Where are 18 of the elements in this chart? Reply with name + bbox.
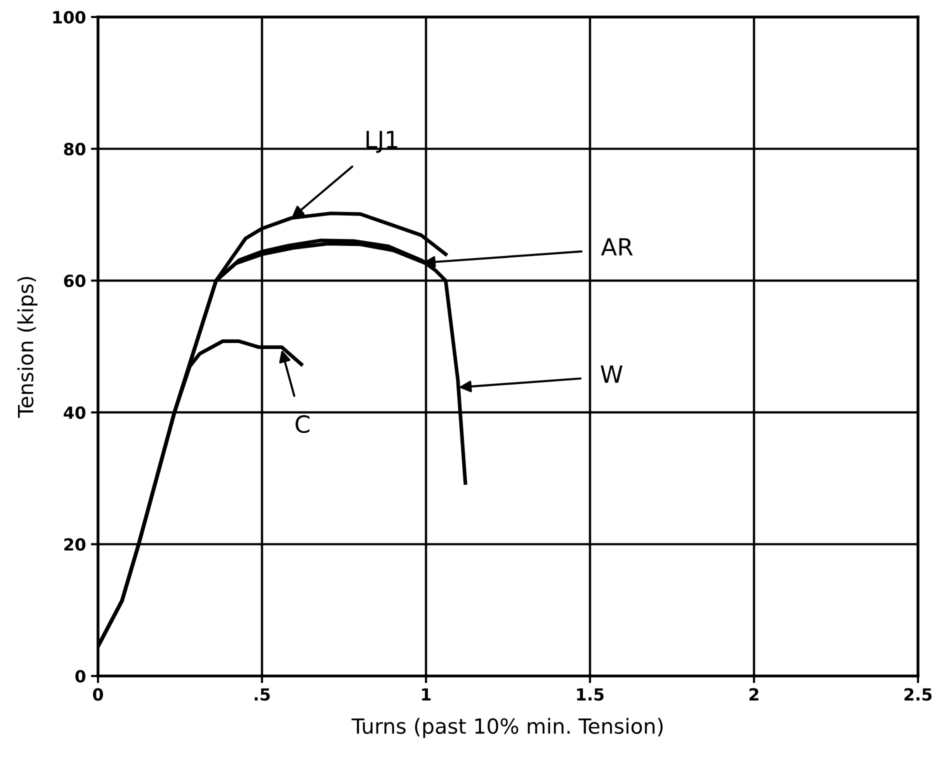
- y-tick-label: 0: [75, 670, 86, 683]
- x-tick-label: 1.5: [577, 688, 604, 701]
- y-tick-label: 80: [64, 142, 86, 156]
- x-tick-label: 1: [422, 688, 431, 700]
- x-tick-label: 0: [93, 688, 103, 701]
- y-axis-title: Tension (kips): [17, 276, 38, 418]
- x-tick-label: .5: [254, 688, 270, 701]
- y-tick-label: 20: [64, 538, 86, 551]
- x-tick-label: 2: [750, 688, 758, 700]
- x-tick-label: 2.5: [904, 688, 932, 701]
- annotation: AR: [601, 238, 633, 256]
- y-tick-label: 100: [53, 10, 86, 24]
- y-tick-label: 60: [64, 274, 86, 288]
- annotation: LJ1: [366, 130, 398, 153]
- annotation: W: [600, 366, 622, 383]
- y-tick-label: 40: [64, 406, 86, 419]
- annotation: C: [296, 415, 310, 434]
- x-axis-title: Turns (past 10% min. Tension): [352, 718, 663, 738]
